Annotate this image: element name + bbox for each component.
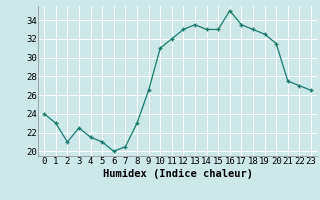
X-axis label: Humidex (Indice chaleur): Humidex (Indice chaleur) [103,169,252,179]
